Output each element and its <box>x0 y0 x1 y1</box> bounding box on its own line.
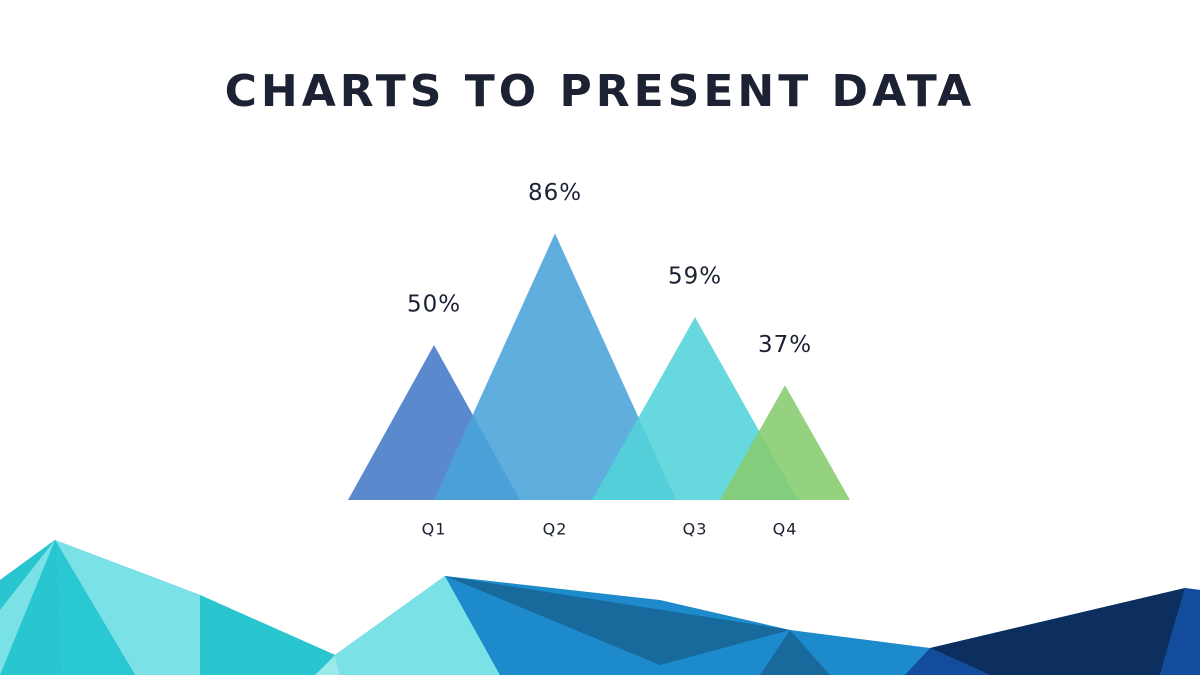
shape <box>0 540 60 675</box>
category-label: Q1 <box>422 520 447 539</box>
shape <box>445 576 660 675</box>
shape <box>1160 588 1200 675</box>
shape <box>55 540 200 675</box>
triangle <box>434 233 676 500</box>
shape <box>55 540 135 675</box>
shape <box>905 648 990 675</box>
category-label: Q3 <box>683 520 708 539</box>
value-label: 50% <box>407 292 461 318</box>
value-label: 37% <box>758 332 812 358</box>
value-label: 86% <box>528 180 582 206</box>
triangle <box>720 385 850 500</box>
category-label: Q2 <box>543 520 568 539</box>
value-label: 59% <box>668 264 722 290</box>
chart-title: CHARTS TO PRESENT DATA <box>225 66 976 117</box>
shape <box>315 655 340 675</box>
shape <box>930 588 1185 675</box>
decoration <box>0 540 1200 675</box>
category-label: Q4 <box>773 520 798 539</box>
shape <box>445 576 790 665</box>
shape <box>760 630 830 675</box>
shape <box>0 540 55 675</box>
shape <box>200 595 335 675</box>
